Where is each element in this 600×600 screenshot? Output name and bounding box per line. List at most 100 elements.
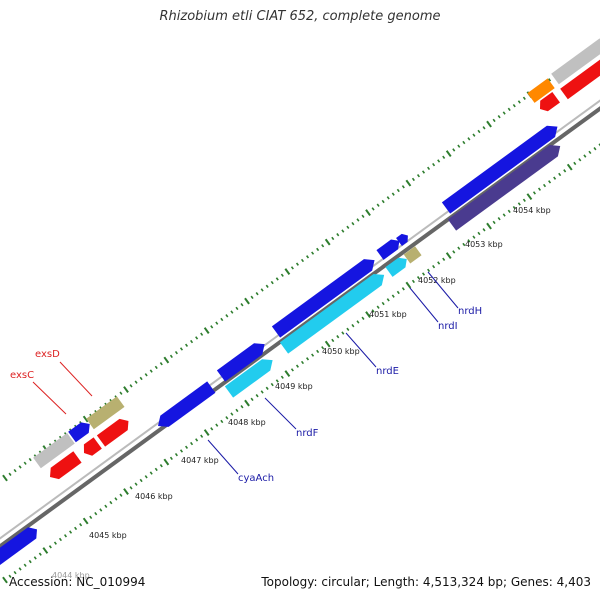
scale-label-4045: 4045 kbp	[89, 531, 127, 540]
tick-mark	[225, 416, 229, 420]
tick-mark	[8, 574, 12, 578]
tick-mark	[522, 96, 526, 100]
scale-label-4051: 4051 kbp	[369, 310, 407, 319]
tick-mark	[396, 188, 400, 193]
scale-label-4044: 4044 kbp	[52, 571, 90, 580]
scale-label-4049: 4049 kbp	[275, 382, 313, 391]
tick-mark	[445, 252, 452, 260]
tick-mark	[371, 207, 375, 211]
tick-mark	[58, 537, 62, 542]
tick-mark	[28, 559, 32, 564]
tick-mark	[215, 321, 219, 325]
tick-mark	[517, 202, 521, 206]
tick-mark	[284, 268, 291, 275]
feature-purple-cds	[447, 145, 561, 231]
tick-mark	[416, 276, 421, 280]
tick-mark	[386, 298, 390, 302]
tick-mark	[82, 517, 89, 525]
feature-red-cds-1	[50, 451, 82, 480]
tick-mark	[184, 343, 189, 347]
tick-mark	[275, 379, 279, 383]
tick-mark	[452, 250, 456, 254]
tick-mark	[578, 158, 582, 162]
tick-mark	[507, 209, 511, 214]
tick-mark	[598, 143, 600, 147]
tick-mark	[2, 474, 8, 482]
tick-mark	[593, 147, 597, 151]
tick-mark	[220, 419, 224, 424]
gene-label-exsD: exsD	[35, 349, 60, 360]
tick-mark	[411, 279, 415, 284]
tick-mark	[376, 203, 380, 207]
feature-blue-cds-3	[271, 259, 375, 338]
tick-mark	[280, 273, 284, 277]
tick-mark	[331, 338, 335, 343]
tick-mark	[324, 238, 331, 246]
tick-mark	[149, 471, 153, 475]
tick-mark	[69, 530, 73, 534]
tick-mark	[300, 360, 305, 365]
tick-mark	[2, 576, 8, 584]
topology-text: Topology: circular; Length: 4,513,324 bp…	[261, 575, 591, 589]
tick-mark	[244, 399, 250, 407]
tick-mark	[492, 220, 496, 225]
tick-mark	[210, 427, 214, 431]
tick-mark	[401, 185, 405, 189]
tick-mark	[295, 364, 299, 368]
tick-mark	[240, 405, 244, 409]
tick-mark	[321, 244, 325, 248]
tick-mark	[79, 523, 83, 527]
tick-mark	[553, 176, 557, 180]
feature-nrdH-cds	[403, 246, 422, 264]
tick-mark	[123, 488, 129, 495]
feature-grey-cds-2	[551, 38, 600, 85]
tick-mark	[442, 155, 446, 159]
tick-mark	[427, 166, 431, 171]
tick-mark	[230, 412, 234, 416]
gene-label-nrdI: nrdI	[438, 321, 458, 332]
tick-mark	[391, 294, 395, 298]
tick-mark	[184, 445, 189, 449]
tick-mark	[23, 461, 27, 465]
tick-mark	[48, 545, 52, 549]
tick-mark	[497, 115, 501, 119]
scale-label-4054: 4054 kbp	[513, 206, 551, 215]
tick-mark	[159, 464, 163, 468]
tick-mark	[537, 187, 542, 191]
tick-mark	[33, 556, 37, 560]
tick-mark	[416, 174, 421, 178]
leader-cyaAch	[207, 439, 239, 475]
label-leaders	[32, 271, 459, 475]
tick-mark	[563, 169, 567, 173]
scale-labels: 4044 kbp 4045 kbp 4046 kbp 4047 kbp 4048…	[52, 206, 551, 580]
tick-mark	[486, 120, 492, 128]
tick-mark	[336, 233, 340, 237]
tick-mark	[371, 309, 375, 313]
tick-mark	[341, 229, 345, 233]
gene-labels: exsD exsC cyaAch nrdF nrdE nrdI nrdH	[10, 306, 482, 484]
tick-mark	[442, 257, 446, 261]
tick-mark	[558, 172, 562, 177]
feature-blue-cds-4	[376, 239, 400, 260]
tick-mark	[260, 390, 264, 394]
gene-label-cyaAch: cyaAch	[238, 473, 274, 484]
tick-mark	[405, 281, 412, 289]
tick-mark	[179, 449, 184, 453]
leader-nrdE	[345, 332, 377, 368]
tick-mark	[517, 100, 521, 104]
tick-mark	[123, 386, 129, 393]
scale-label-4053: 4053 kbp	[465, 240, 503, 249]
tick-mark	[346, 225, 350, 230]
tick-mark	[119, 391, 123, 395]
tick-mark	[316, 349, 320, 354]
tick-mark	[311, 251, 315, 255]
tick-mark	[139, 478, 143, 483]
feature-exsC-cds	[68, 422, 90, 443]
tick-mark	[457, 144, 461, 148]
tick-mark	[53, 541, 57, 545]
tick-mark	[270, 382, 274, 387]
tick-mark	[38, 552, 42, 556]
tick-mark	[159, 362, 163, 366]
tick-mark	[163, 458, 170, 466]
